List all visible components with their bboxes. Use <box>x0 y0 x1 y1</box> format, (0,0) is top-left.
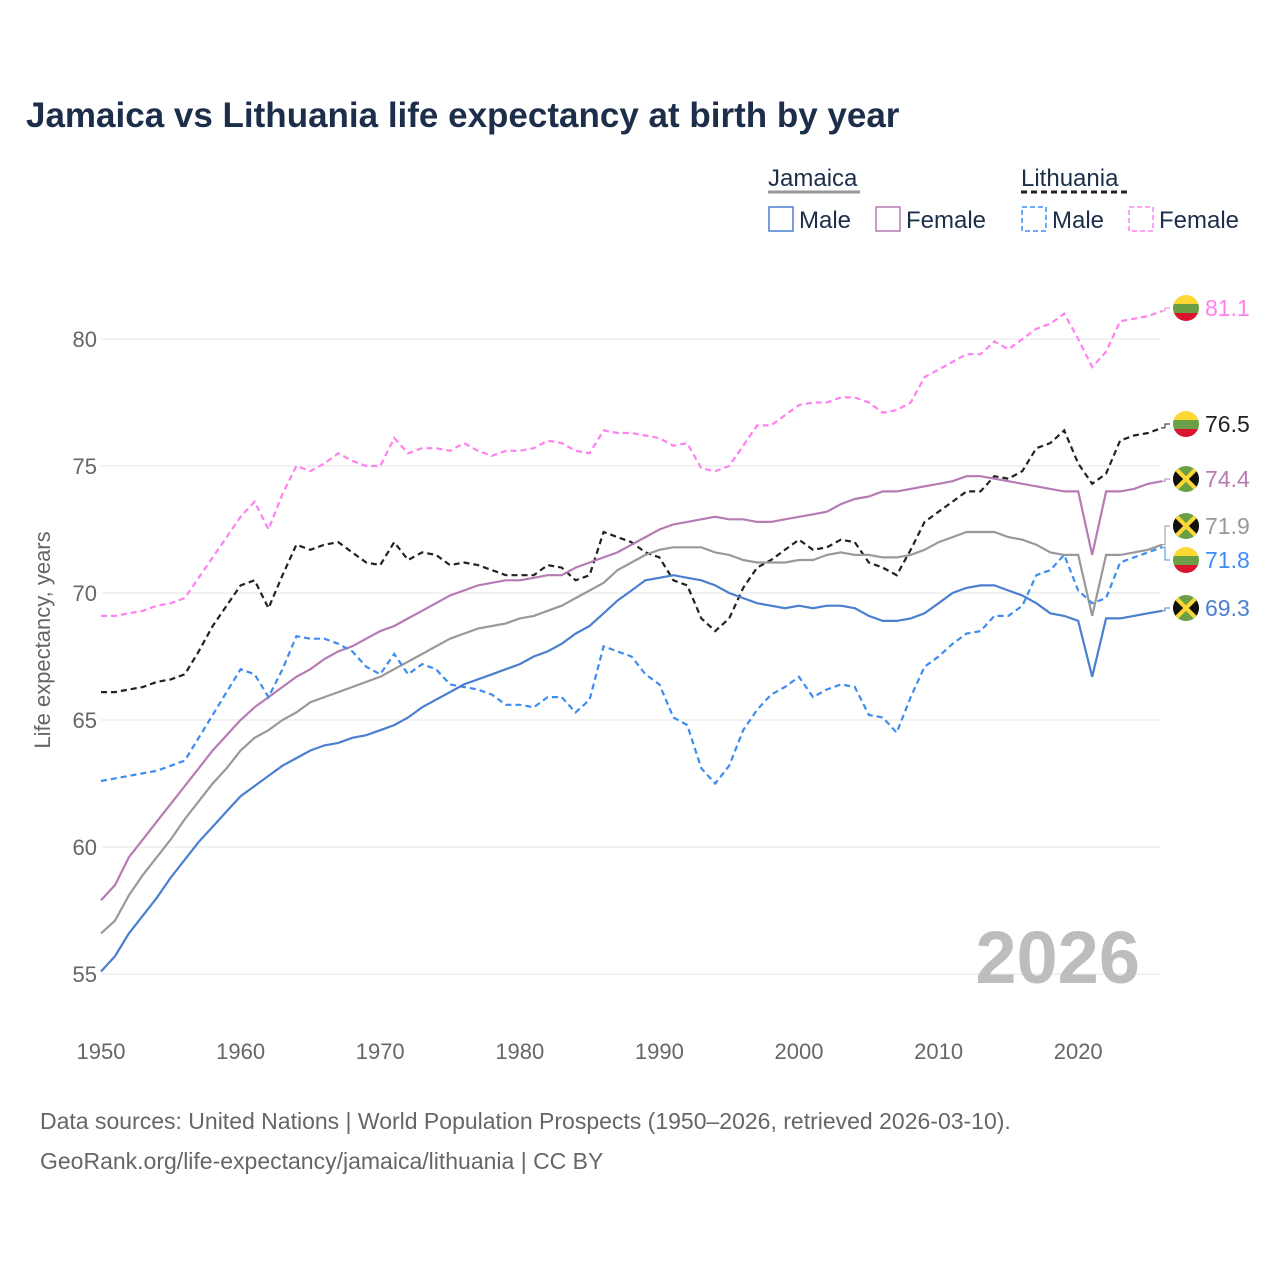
legend-lithuania-title: Lithuania <box>1021 165 1119 192</box>
jamaica-flag-icon <box>1173 513 1199 539</box>
chart-title: Jamaica vs Lithuania life expectancy at … <box>26 96 900 135</box>
y-tick-label: 60 <box>73 835 97 860</box>
series-lines <box>100 310 1163 973</box>
label-connector <box>1161 423 1170 429</box>
series-line-jm_male <box>100 574 1163 973</box>
source-line-2: GeoRank.org/life-expectancy/jamaica/lith… <box>40 1148 604 1174</box>
label-connector <box>1161 525 1170 546</box>
jamaica-flag-icon <box>1173 595 1199 621</box>
lithuania-flag-icon <box>1173 295 1199 321</box>
label-connector <box>1161 307 1170 312</box>
x-tick-label: 2020 <box>1054 1039 1103 1064</box>
legend: Jamaica Male Female Lithuania Male Femal… <box>768 165 1239 234</box>
x-tick-label: 2010 <box>914 1039 963 1064</box>
legend-lithuania-female-swatch <box>1128 206 1154 232</box>
y-tick-label: 75 <box>73 454 97 479</box>
label-connector <box>1161 607 1170 612</box>
label-connector <box>1161 478 1170 482</box>
legend-jamaica-male: Male <box>799 207 851 234</box>
legend-lithuania-male: Male <box>1052 207 1104 234</box>
year-watermark: 2026 <box>975 916 1140 999</box>
legend-jamaica-title: Jamaica <box>768 165 858 192</box>
lithuania-flag-icon <box>1173 547 1199 573</box>
end-label-lt_total: 76.5 <box>1205 411 1250 437</box>
x-tick-label: 2000 <box>775 1039 824 1064</box>
x-tick-label: 1980 <box>495 1039 544 1064</box>
legend-lithuania-female: Female <box>1159 207 1239 234</box>
jamaica-flag-icon <box>1173 466 1199 492</box>
legend-jamaica-female-swatch <box>875 206 901 232</box>
legend-jamaica-female: Female <box>906 207 986 234</box>
legend-jamaica-male-swatch <box>768 206 794 232</box>
x-tick-label: 1990 <box>635 1039 684 1064</box>
label-connector <box>1161 546 1170 561</box>
series-line-lt_male <box>100 546 1163 786</box>
x-tick-label: 1960 <box>216 1039 265 1064</box>
end-label-jm_total: 71.9 <box>1205 513 1250 539</box>
y-tick-label: 80 <box>73 327 97 352</box>
lithuania-flag-icon <box>1173 411 1199 437</box>
y-tick-label: 70 <box>73 581 97 606</box>
end-labels: 81.1 76.5 74.4 71.9 71.8 69.3 <box>1161 295 1250 621</box>
legend-lithuania-male-swatch <box>1021 206 1047 232</box>
y-tick-label: 65 <box>73 708 97 733</box>
source-line-1: Data sources: United Nations | World Pop… <box>40 1108 1011 1134</box>
y-axis-label: Life expectancy, years <box>30 531 55 748</box>
end-label-lt_male: 71.8 <box>1205 547 1250 573</box>
x-tick-label: 1970 <box>356 1039 405 1064</box>
series-line-lt_female <box>101 310 1163 617</box>
series-line-jm_female <box>100 475 1163 902</box>
y-tick-label: 55 <box>73 962 97 987</box>
series-line-lt_total <box>101 426 1163 694</box>
grid: 55 60 65 70 75 80 1950 1960 1970 1980 1990 2000 2010… <box>73 327 1161 1064</box>
end-label-jm_female: 74.4 <box>1205 466 1250 492</box>
series-line-jm_total <box>100 530 1163 935</box>
x-tick-label: 1950 <box>77 1039 126 1064</box>
end-label-jm_male: 69.3 <box>1205 595 1250 621</box>
end-label-lt_female: 81.1 <box>1205 295 1250 321</box>
